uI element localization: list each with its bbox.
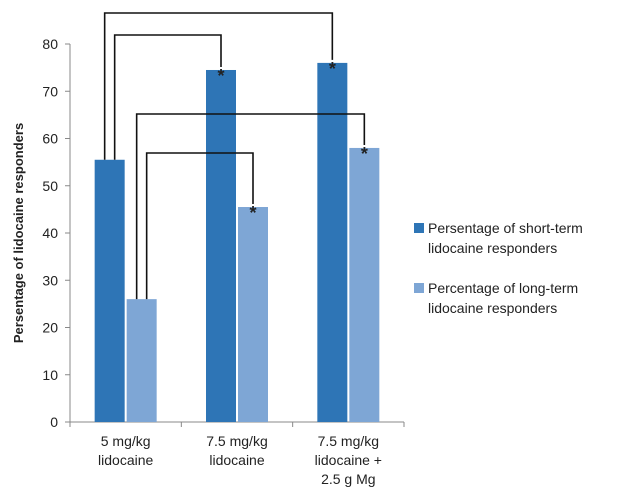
x-category-label: lidocaine (209, 452, 264, 468)
bar-series2-cat2 (238, 207, 268, 422)
legend-label: Persentage of short-term (428, 220, 583, 236)
legend-label: lidocaine responders (428, 300, 557, 316)
y-tick-label: 40 (42, 225, 58, 241)
y-tick-label: 10 (42, 367, 58, 383)
y-tick-label: 80 (42, 36, 58, 52)
y-axis-label: Persentage of lidocaine responders (11, 123, 26, 343)
bar-series2-cat3 (349, 147, 380, 422)
y-tick-label: 70 (42, 83, 58, 99)
bar-series1-cat2 (206, 69, 236, 423)
chart-axes: 0 10 20 30 40 50 60 70 80 (42, 36, 405, 430)
comparison-brackets (103, 12, 366, 300)
significance-star: * (217, 66, 224, 86)
y-tick-label: 50 (42, 178, 58, 194)
comparison-bracket (103, 12, 334, 160)
comparison-bracket (145, 152, 254, 300)
comparison-bracket (113, 34, 222, 160)
significance-star: * (249, 203, 256, 223)
x-category-label: 7.5 mg/kg (206, 433, 267, 449)
y-tick-label: 0 (50, 414, 58, 430)
x-category-label: 7.5 mg/kg (318, 433, 379, 449)
y-tick-label: 30 (42, 272, 58, 288)
chart-legend: Persentage of short-term lidocaine respon… (414, 220, 583, 316)
bar-series1-cat3 (317, 62, 348, 423)
chart-bars (94, 62, 380, 423)
x-category-label: lidocaine + (315, 452, 382, 468)
x-category-label: 5 mg/kg (101, 433, 151, 449)
significance-star: * (361, 144, 368, 164)
legend-label: lidocaine responders (428, 240, 557, 256)
legend-swatch (414, 283, 424, 293)
bar-series2-cat1 (126, 299, 157, 422)
legend-swatch (414, 223, 424, 233)
bar-series1-cat1 (94, 159, 125, 422)
x-category-label: 2.5 g Mg (321, 471, 375, 487)
comparison-bracket (135, 113, 366, 300)
y-tick-label: 60 (42, 131, 58, 147)
chart-labels: Persentage of lidocaine responders * * * * 5 … (11, 59, 382, 487)
y-tick-label: 20 (42, 320, 58, 336)
legend-label: Percentage of long-term (428, 280, 578, 296)
significance-star: * (329, 59, 336, 79)
x-category-label: lidocaine (98, 452, 153, 468)
